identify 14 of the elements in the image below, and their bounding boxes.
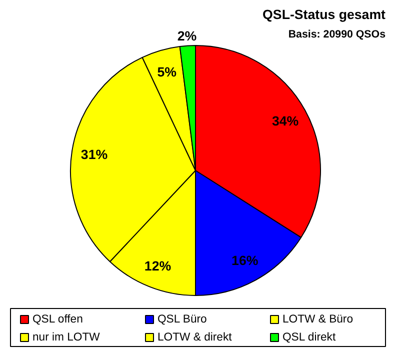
- data-label: 34%: [272, 114, 299, 129]
- data-label: 12%: [144, 258, 172, 274]
- chart-title: QSL-Status gesamt: [262, 7, 386, 22]
- data-label: 2%: [177, 28, 197, 44]
- legend-label: QSL offen: [32, 314, 83, 326]
- legend-label: QSL direkt: [282, 332, 336, 344]
- legend-label: LOTW & Büro: [282, 314, 354, 326]
- chart-subtitle: Basis: 20990 QSOs: [288, 28, 386, 40]
- data-label: 5%: [157, 64, 177, 80]
- data-label: 31%: [80, 146, 108, 162]
- legend-label: LOTW & direkt: [158, 332, 233, 344]
- data-label: 16%: [232, 252, 258, 268]
- legend-label: nur im LOTW: [32, 332, 100, 344]
- legend-label: QSL Büro: [158, 314, 207, 326]
